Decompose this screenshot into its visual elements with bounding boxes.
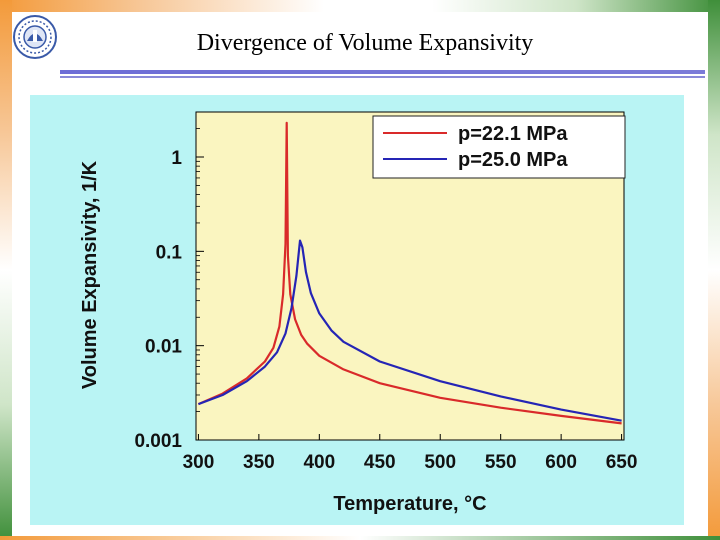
- x-tick-label-550: 550: [485, 452, 517, 473]
- x-axis: 300 350 400 450 500 550 600 650: [183, 434, 638, 473]
- legend: p=22.1 MPa p=25.0 MPa: [372, 115, 626, 179]
- y-tick-label-2: 0.1: [156, 242, 183, 263]
- y-axis: 0.001 0.01 0.1 1: [134, 148, 204, 452]
- series-line-blue: [198, 239, 622, 422]
- x-tick-label-400: 400: [303, 452, 335, 473]
- x-axis-label: Temperature, °C: [333, 493, 486, 515]
- slide-border-right: [708, 0, 720, 540]
- y-tick-label-0: 0.001: [134, 431, 182, 452]
- x-tick-label-350: 350: [243, 452, 275, 473]
- y-tick-label-3: 1: [171, 148, 182, 169]
- legend-box: [372, 115, 626, 179]
- slide-border-bottom: [0, 536, 720, 540]
- legend-label-blue: p=25.0 MPa: [458, 149, 568, 171]
- x-tick-label-500: 500: [424, 452, 456, 473]
- slide-title: Divergence of Volume Expansivity: [196, 30, 534, 56]
- series-layer: [197, 121, 622, 425]
- y-tick-label-1: 0.01: [145, 337, 182, 358]
- series-line-red: [197, 121, 622, 425]
- x-tick-label-650: 650: [606, 452, 638, 473]
- slide-border-top: [0, 0, 720, 12]
- title-underline: [60, 70, 705, 78]
- y-minor-ticks: [196, 111, 200, 413]
- y-axis-label: Volume Expansivity, 1/K: [79, 160, 101, 389]
- institute-logo-icon: [13, 15, 57, 59]
- legend-label-red: p=22.1 MPa: [458, 123, 568, 145]
- x-tick-label-450: 450: [364, 452, 396, 473]
- slide-border-left: [0, 0, 12, 540]
- x-tick-label-600: 600: [545, 452, 577, 473]
- x-tick-label-300: 300: [183, 452, 215, 473]
